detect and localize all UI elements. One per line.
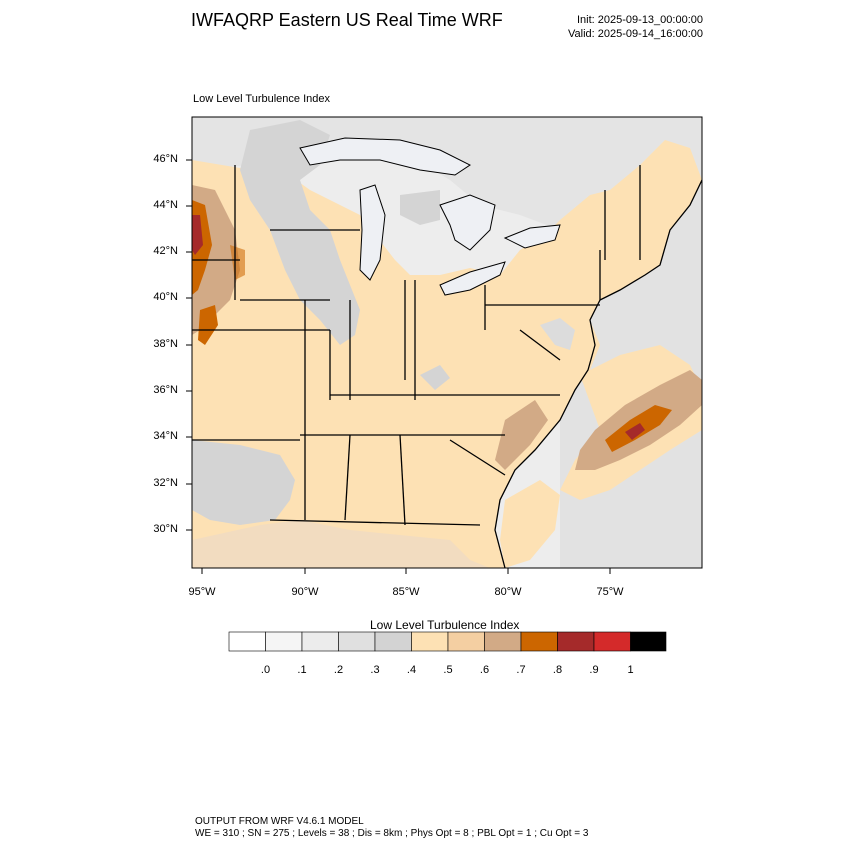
- lat-label-42: 42°N: [153, 245, 178, 257]
- gray-region-chesapeake: [540, 318, 575, 350]
- lake-ontario: [503, 224, 561, 249]
- state-boundaries: [192, 165, 641, 526]
- map-field: [192, 117, 702, 568]
- lat-label-44: 44°N: [153, 199, 178, 211]
- colorbar-box-2: [301, 631, 339, 652]
- colorbar-box-7: [484, 631, 522, 652]
- colorbar-label-5: .5: [443, 664, 453, 676]
- map-ticks: [186, 159, 611, 574]
- footer-model-line: OUTPUT FROM WRF V4.6.1 MODEL: [195, 816, 364, 827]
- lake-michigan: [359, 184, 386, 281]
- darkred-region-west: [192, 215, 203, 255]
- lat-label-34: 34°N: [153, 430, 178, 442]
- lon-label-85: 85°W: [392, 586, 420, 598]
- colorbar-label-8: .8: [552, 664, 563, 676]
- colorbar-label-6: .6: [479, 664, 490, 676]
- colorbar-label-4: .4: [406, 664, 417, 676]
- lon-label-75: 75°W: [596, 586, 624, 598]
- colorbar-box-3: [338, 631, 376, 652]
- colorbar-box-1: [265, 631, 303, 652]
- colorbar-box-5: [411, 631, 449, 652]
- gray-region-upper-michigan: [400, 190, 440, 225]
- lat-label-46: 46°N: [153, 153, 178, 165]
- colorbar-label-3: .3: [370, 664, 380, 676]
- colorbar-label-1: .1: [297, 664, 307, 676]
- colorbar: [228, 631, 667, 652]
- new-england-coastline: [599, 179, 702, 301]
- map-frame: [191, 116, 703, 569]
- lake-superior: [299, 137, 471, 176]
- lat-label-40: 40°N: [153, 291, 178, 303]
- offshore-red-core: [625, 423, 645, 440]
- colorbar-box-11: [630, 631, 667, 652]
- orange-streak-iowa: [230, 245, 245, 280]
- colorbar-title: Low Level Turbulence Index: [370, 618, 520, 632]
- lat-label-36: 36°N: [153, 384, 178, 396]
- colorbar-label-7: .7: [516, 664, 526, 676]
- tan-region-carolinas: [495, 400, 548, 470]
- lake-huron: [439, 194, 496, 251]
- colorbar-box-8: [520, 631, 558, 652]
- lat-label-32: 32°N: [153, 477, 178, 489]
- gray-region-kentucky: [420, 365, 450, 390]
- page-title: IWFAQRP Eastern US Real Time WRF: [191, 10, 503, 30]
- lon-label-80: 80°W: [494, 586, 522, 598]
- init-time: Init: 2025-09-13_00:00:00: [577, 14, 703, 26]
- colorbar-label-9: .9: [589, 664, 599, 676]
- colorbar-box-10: [593, 631, 631, 652]
- colorbar-label-0: .0: [260, 664, 271, 676]
- lake-erie: [439, 261, 506, 296]
- map-subtitle: Low Level Turbulence Index: [193, 93, 330, 105]
- orange-region-missouri: [198, 305, 218, 345]
- atlantic-coastline: [494, 299, 601, 568]
- lon-label-90: 90°W: [291, 586, 319, 598]
- colorbar-label-2: .2: [333, 664, 344, 676]
- colorbar-box-9: [557, 631, 595, 652]
- colorbar-label-10: 1: [627, 664, 634, 676]
- lat-label-30: 30°N: [153, 523, 178, 535]
- gray-region-wisconsin: [240, 120, 360, 345]
- gulf-coastal-shade: [192, 520, 490, 568]
- colorbar-box-6: [447, 631, 485, 652]
- southeast-coastal-peach: [500, 480, 560, 568]
- valid-time: Valid: 2025-09-14_16:00:00: [568, 28, 703, 40]
- footer-config-line: WE = 310 ; SN = 275 ; Levels = 38 ; Dis …: [195, 828, 589, 839]
- gray-region-louisiana: [192, 440, 295, 525]
- colorbar-box-0: [228, 631, 266, 652]
- lat-label-38: 38°N: [153, 338, 178, 350]
- lon-label-95: 95°W: [188, 586, 216, 598]
- colorbar-box-4: [374, 631, 412, 652]
